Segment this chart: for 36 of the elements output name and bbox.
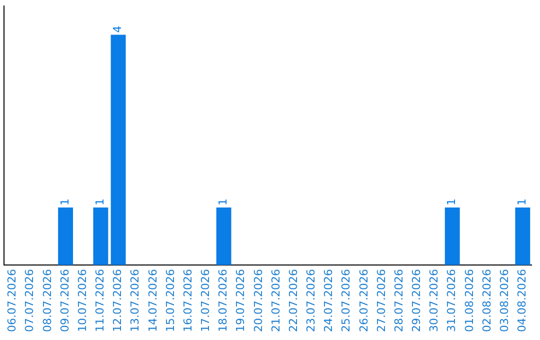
x-tick-label: 01.08.2026 <box>462 269 476 332</box>
data-label: 1 <box>216 198 230 206</box>
x-tick-label: 30.07.2026 <box>428 269 441 332</box>
data-label: 1 <box>94 198 107 206</box>
x-tick-label: 22.07.2026 <box>286 269 300 332</box>
x-tick-label: 10.07.2026 <box>76 269 89 332</box>
x-tick-label: 17.07.2026 <box>199 269 212 332</box>
x-tick-label: 21.07.2026 <box>269 269 282 332</box>
x-tick-label: 04.08.2026 <box>516 269 529 332</box>
x-tick-label: 02.08.2026 <box>480 269 494 332</box>
x-tick-label: 19.07.2026 <box>234 269 248 332</box>
x-tick-label: 08.07.2026 <box>40 269 54 332</box>
x-tick-label: 13.07.2026 <box>128 269 142 332</box>
x-tick-label: 09.07.2026 <box>58 269 72 332</box>
x-tick-label: 18.07.2026 <box>216 269 230 332</box>
x-tick-label: 28.07.2026 <box>392 269 406 332</box>
x-tick-label: 11.07.2026 <box>94 269 107 332</box>
x-tick-label: 16.07.2026 <box>181 269 194 332</box>
x-tick-label: 12.07.2026 <box>111 269 124 332</box>
x-tick-label: 20.07.2026 <box>252 269 265 332</box>
x-tick-label: 15.07.2026 <box>164 269 177 332</box>
data-label: 1 <box>445 198 458 206</box>
x-tick-label: 29.07.2026 <box>410 269 424 332</box>
x-tick-label: 06.07.2026 <box>6 269 19 332</box>
data-label: 4 <box>111 26 124 33</box>
x-tick-label: 14.07.2026 <box>146 269 160 332</box>
x-tick-label: 07.07.2026 <box>23 269 36 332</box>
x-tick-label: 24.07.2026 <box>322 269 336 332</box>
x-tick-label: 03.08.2026 <box>498 269 511 332</box>
x-tick-label: 31.07.2026 <box>445 269 458 332</box>
x-tick-label: 25.07.2026 <box>340 269 353 332</box>
x-tick-label: 23.07.2026 <box>304 269 318 332</box>
data-label: 1 <box>58 198 72 206</box>
data-label: 1 <box>516 198 529 206</box>
x-tick-label: 26.07.2026 <box>357 269 370 332</box>
x-tick-label: 27.07.2026 <box>374 269 388 332</box>
